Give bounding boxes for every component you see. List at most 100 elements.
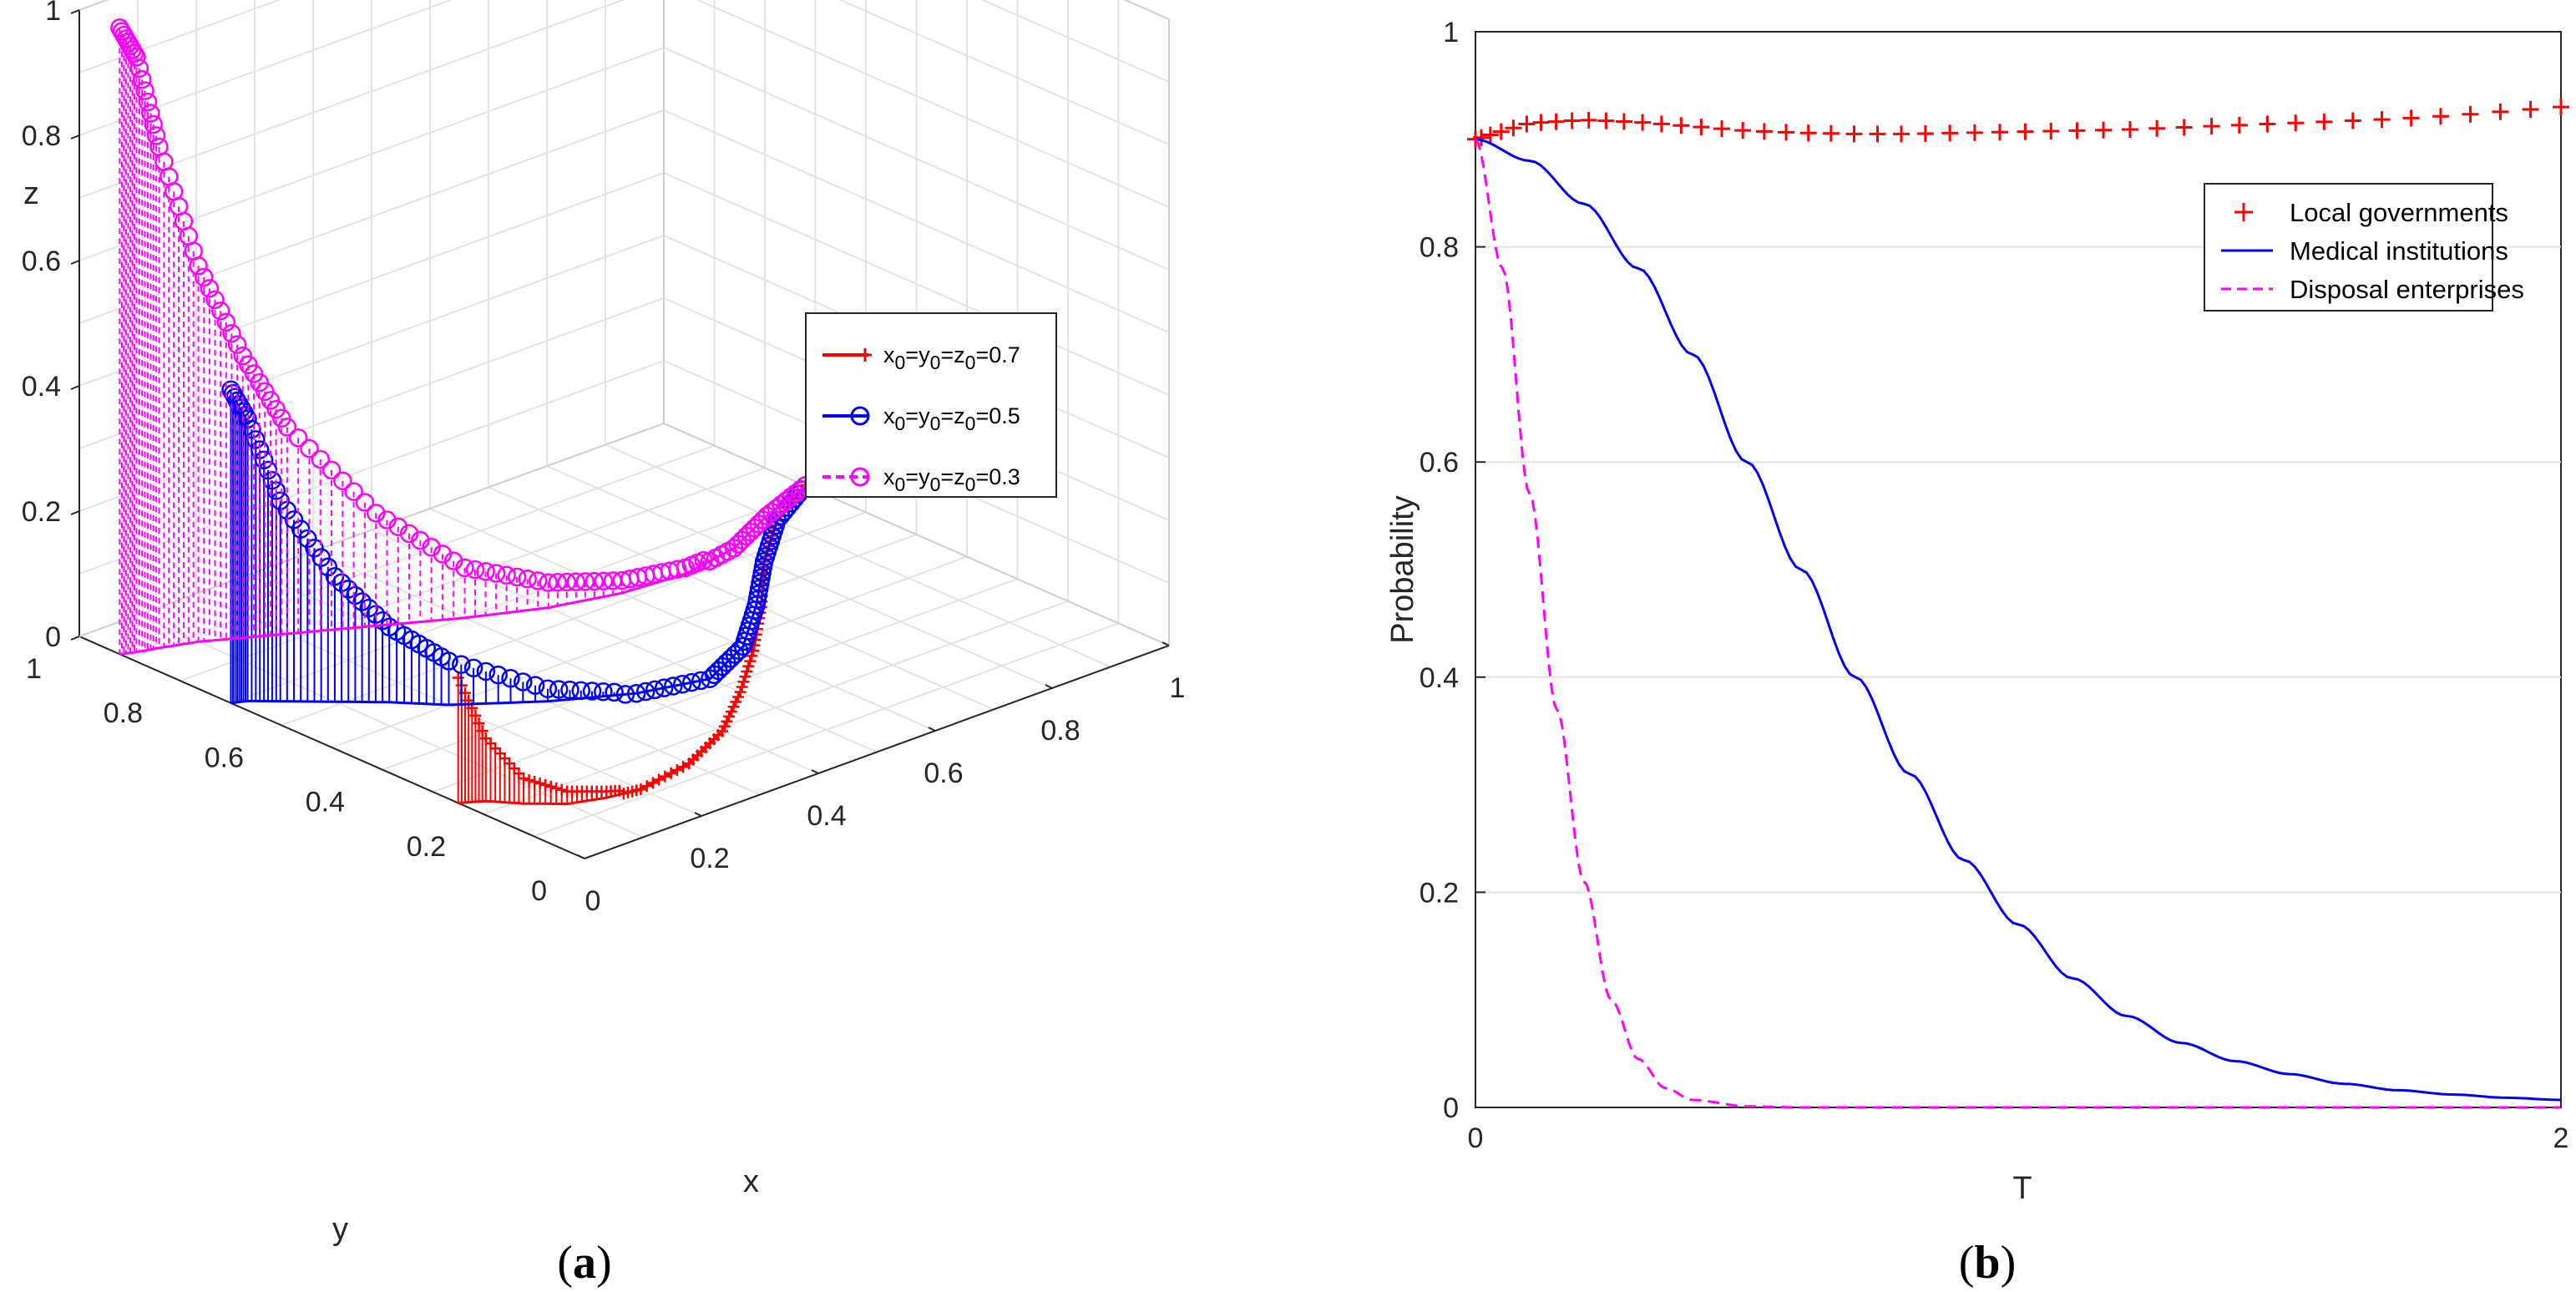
data-point xyxy=(262,470,282,490)
data-point xyxy=(739,671,752,683)
grid-line xyxy=(663,47,1170,271)
data-point xyxy=(271,491,290,510)
grid-line xyxy=(663,109,1170,333)
x-tick-label: 2 xyxy=(2553,1122,2569,1154)
axis-frame-line xyxy=(78,423,665,637)
y-tick-label: 0 xyxy=(531,875,547,907)
data-point xyxy=(635,681,655,702)
data-point xyxy=(653,773,666,786)
grid-line xyxy=(331,534,917,748)
data-point xyxy=(501,669,520,688)
data-point xyxy=(529,776,541,788)
data-point xyxy=(2553,99,2569,116)
data-point xyxy=(2373,111,2391,129)
data-point xyxy=(734,686,746,698)
data-point xyxy=(1822,124,1840,142)
grid-line xyxy=(980,0,1170,83)
data-point xyxy=(557,572,577,592)
panel-a-frame xyxy=(78,0,1170,859)
panel-a-ticks: 00.20.40.60.8100.20.40.60.8100.20.40.60.… xyxy=(22,0,1186,917)
data-point xyxy=(1673,117,1690,134)
data-point xyxy=(664,676,683,696)
data-point xyxy=(1734,122,1752,139)
data-point xyxy=(216,312,236,332)
legend-circle-marker xyxy=(850,406,870,426)
data-point xyxy=(339,580,358,599)
data-point xyxy=(605,682,624,702)
data-point xyxy=(189,256,208,276)
data-point xyxy=(210,301,230,321)
data-point xyxy=(2203,118,2220,135)
grid-line xyxy=(78,0,281,73)
panel-a-legend-box xyxy=(805,312,1057,498)
data-point xyxy=(1547,113,1565,130)
data-point xyxy=(476,661,496,681)
data-point xyxy=(544,780,557,793)
data-point xyxy=(677,761,690,773)
data-point xyxy=(359,598,378,618)
data-point xyxy=(132,69,152,89)
data-point xyxy=(465,560,485,580)
series-b-1 xyxy=(1467,99,2569,148)
data-point xyxy=(488,665,508,685)
y-tick-label: 0.6 xyxy=(1420,447,1459,479)
data-point xyxy=(1778,124,1795,141)
data-point xyxy=(331,573,352,593)
data-point xyxy=(1799,124,1817,142)
series-b-3 xyxy=(1474,138,2561,1109)
data-point xyxy=(452,655,471,674)
data-point xyxy=(2175,119,2193,136)
x-tick-label: 0 xyxy=(585,885,601,917)
grid-line xyxy=(129,444,715,660)
grid-line xyxy=(546,465,1053,689)
data-point xyxy=(298,529,317,549)
panel-b-y-axis-label: Probability xyxy=(1385,495,1420,643)
axis-frame-line xyxy=(584,645,1170,859)
data-point xyxy=(1481,126,1499,144)
y-tick-label: 0.2 xyxy=(407,831,446,863)
data-point xyxy=(300,438,319,459)
data-point xyxy=(549,680,569,699)
data-point xyxy=(2432,108,2449,125)
data-point xyxy=(318,557,338,577)
data-point xyxy=(528,571,548,590)
data-point xyxy=(594,681,613,702)
data-point xyxy=(566,572,586,591)
x-tick-mark xyxy=(928,727,936,732)
panel-b-caption: (b) xyxy=(1959,1237,2016,1289)
panel-b-series xyxy=(1467,99,2569,1109)
data-point xyxy=(311,548,331,567)
legend-entry-b-2: Medical institutions xyxy=(2221,236,2508,266)
data-point xyxy=(1916,124,1934,142)
data-point xyxy=(129,58,149,79)
data-point xyxy=(518,773,530,785)
data-point xyxy=(737,676,750,688)
panel-b-2d-plot: 0 0.2 0.4 0.6 0.8 1 0 2 T Probability Local gov… xyxy=(1385,17,2569,1289)
data-point xyxy=(469,709,482,722)
data-point xyxy=(141,104,160,123)
data-point xyxy=(311,449,331,469)
panel-a-x-axis-label: x xyxy=(743,1164,759,1199)
data-point xyxy=(352,592,372,611)
data-point xyxy=(127,48,146,67)
data-point xyxy=(744,655,757,667)
data-point xyxy=(2492,103,2509,120)
data-point xyxy=(486,564,506,583)
data-point xyxy=(1693,119,1710,136)
data-point xyxy=(640,780,653,793)
data-point xyxy=(659,770,671,783)
data-point xyxy=(523,774,535,787)
data-point xyxy=(1505,119,1522,137)
data-point xyxy=(741,665,753,677)
data-point xyxy=(682,672,701,692)
x-tick-mark xyxy=(694,812,702,817)
data-point xyxy=(582,681,602,701)
y-tick-label: 1 xyxy=(26,653,42,685)
panel-a-caption-letter: a xyxy=(573,1237,596,1289)
series-line xyxy=(1474,138,2561,1109)
series-a-3 xyxy=(110,18,815,656)
data-point xyxy=(333,471,352,490)
data-point xyxy=(439,651,458,671)
data-point xyxy=(575,572,595,591)
